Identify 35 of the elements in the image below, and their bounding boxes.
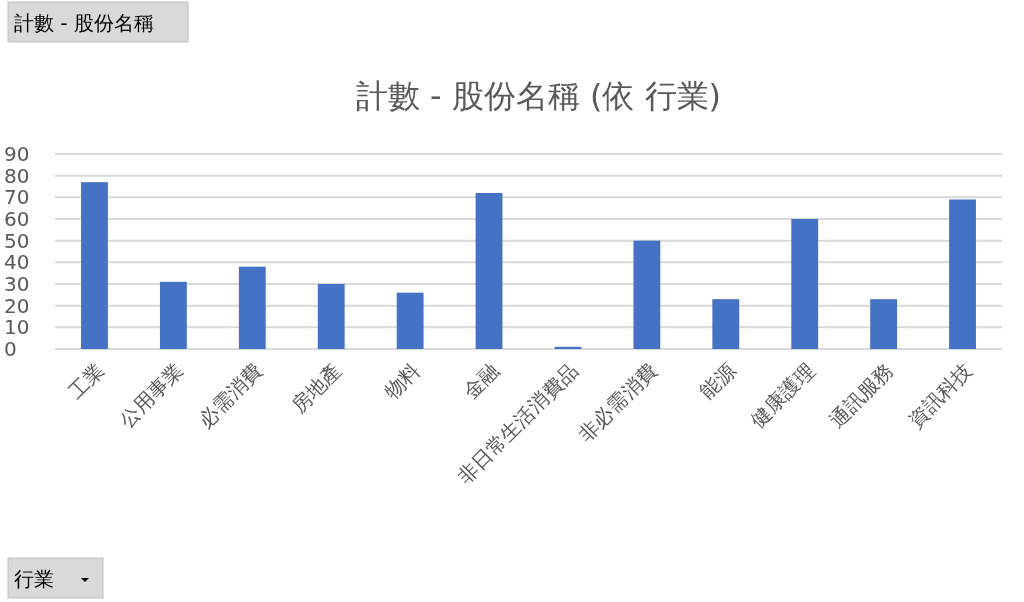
bar [475, 193, 503, 349]
x-tick-label: 必需消費 [193, 358, 267, 433]
x-tick-label: 房地產 [286, 358, 346, 418]
x-tick-label: 通訊服務 [824, 358, 899, 433]
bar [81, 182, 108, 349]
bar [396, 292, 424, 349]
bar [791, 219, 819, 349]
y-tick-label: 60 [4, 207, 30, 231]
x-tick-label: 能源 [695, 358, 741, 404]
x-tick-label: 健康護理 [745, 358, 820, 433]
y-tick-label: 40 [4, 250, 30, 275]
x-tick-label: 金融 [458, 358, 504, 404]
x-tick-label: 資訊科技 [903, 358, 978, 433]
chart-title: 計數 - 股份名稱 (依 行業) [355, 77, 722, 115]
y-tick-label: 20 [4, 293, 30, 318]
y-tick-label: 0 [4, 337, 17, 361]
bar [238, 266, 266, 349]
y-tick-label: 50 [4, 228, 30, 253]
bar [949, 199, 976, 349]
bar [633, 240, 661, 349]
y-tick-label: 90 [4, 142, 30, 166]
bar [159, 281, 187, 349]
x-tick-label: 公用事業 [114, 358, 188, 433]
y-tick-label: 70 [4, 185, 30, 210]
bar [317, 284, 345, 349]
y-tick-label: 30 [4, 272, 30, 296]
x-tick-label: 物料 [379, 358, 425, 404]
y-tick-label: 80 [4, 163, 30, 188]
text: 行業 [14, 567, 54, 591]
bar [870, 299, 898, 349]
bar [554, 346, 582, 349]
text: 計數 - 股份名稱 [14, 11, 154, 35]
x-tick-label: 工業 [63, 358, 109, 404]
y-tick-label: 10 [4, 315, 30, 340]
bar [712, 299, 740, 349]
